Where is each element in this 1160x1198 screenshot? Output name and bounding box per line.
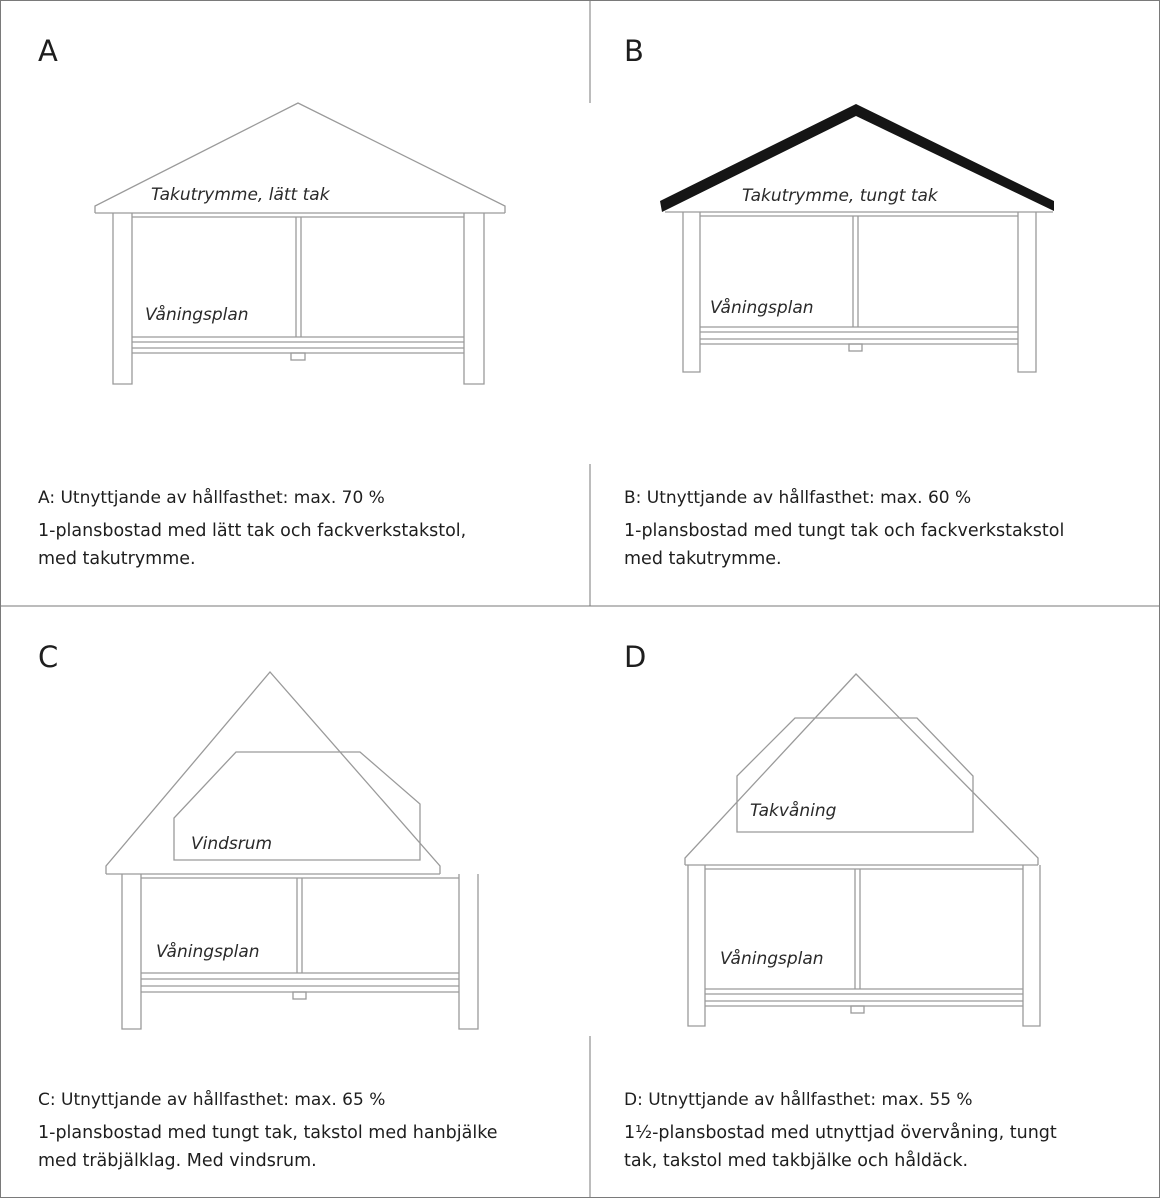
panel-a-caption-body: 1-plansbostad med lätt tak och fackverks… bbox=[38, 517, 466, 573]
panel-a-house-diagram: Takutrymme, lätt tak Våningsplan bbox=[94, 102, 506, 385]
panel-d-roof-outline bbox=[684, 673, 1039, 865]
panel-d-letter: D bbox=[624, 640, 647, 674]
panel-b-caption-body: 1-plansbostad med tungt tak och fackverk… bbox=[624, 517, 1064, 573]
panel-d-house-diagram: Takvåning Våningsplan bbox=[684, 673, 1041, 1027]
panel-b-left-wall bbox=[682, 212, 701, 373]
panel-d-caption-line2: tak, takstol med takbjälke och håldäck. bbox=[624, 1151, 969, 1171]
panel-a-floor-label: Våningsplan bbox=[145, 304, 249, 325]
panel-c-attic-label: Vindsrum bbox=[191, 834, 272, 854]
panel-a-left-wall bbox=[112, 213, 133, 385]
panel-a-beam bbox=[290, 352, 306, 361]
panel-d-floor-label: Våningsplan bbox=[720, 948, 824, 969]
panel-b-beam bbox=[848, 343, 863, 352]
panel-c-house-diagram: Vindsrum Våningsplan bbox=[105, 671, 479, 1030]
panel-b-letter: B bbox=[624, 34, 644, 68]
panel-b-right-wall bbox=[1017, 212, 1037, 373]
panel-b-caption-line1: 1-plansbostad med tungt tak och fackverk… bbox=[624, 521, 1065, 541]
panel-d-right-wall bbox=[1022, 865, 1041, 1027]
panel-d-attic-label: Takvåning bbox=[750, 800, 837, 821]
panel-c-left-wall bbox=[121, 874, 142, 1030]
panel-d-beam bbox=[850, 1005, 865, 1014]
panel-b-floor-label: Våningsplan bbox=[710, 297, 814, 318]
panel-a-roof-outline bbox=[94, 102, 506, 213]
panel-d-caption-line1: 1½-plansbostad med utnyttjad övervåning,… bbox=[624, 1123, 1057, 1143]
panel-d-attic-room bbox=[736, 717, 974, 833]
panel-d-caption-body: 1½-plansbostad med utnyttjad övervåning,… bbox=[624, 1119, 1057, 1175]
panel-c-caption-line2: med träbjälklag. Med vindsrum. bbox=[38, 1151, 317, 1171]
panel-b-roof-label: Takutrymme, tungt tak bbox=[742, 186, 939, 206]
panel-d-caption-title: D: Utnyttjande av hållfasthet: max. 55 % bbox=[624, 1090, 973, 1110]
panel-a-right-wall bbox=[463, 213, 485, 385]
panel-a-roof-label: Takutrymme, lätt tak bbox=[151, 185, 331, 205]
panel-b-caption-title: B: Utnyttjande av hållfasthet: max. 60 % bbox=[624, 488, 972, 508]
panel-c-attic-room-outer bbox=[173, 751, 421, 861]
panel-c-caption-title: C: Utnyttjande av hållfasthet: max. 65 % bbox=[38, 1090, 386, 1110]
panel-a-caption-line1: 1-plansbostad med lätt tak och fackverks… bbox=[38, 521, 467, 541]
panel-c-beam bbox=[292, 991, 307, 1000]
panel-c-caption-line1: 1-plansbostad med tungt tak, takstol med… bbox=[38, 1123, 498, 1143]
panel-a-caption-title: A: Utnyttjande av hållfasthet: max. 70 % bbox=[38, 488, 385, 508]
panel-d-left-wall bbox=[687, 865, 706, 1027]
panel-c-right-wall bbox=[458, 874, 479, 1030]
panel-b-house-diagram: Takutrymme, tungt tak Våningsplan bbox=[660, 104, 1054, 373]
panel-c-floor-label: Våningsplan bbox=[156, 941, 260, 962]
panel-b-caption-line2: med takutrymme. bbox=[624, 549, 782, 569]
panel-c-roof-outline bbox=[105, 671, 441, 874]
panel-c-caption-body: 1-plansbostad med tungt tak, takstol med… bbox=[38, 1119, 498, 1175]
panel-a-caption-line2: med takutrymme. bbox=[38, 549, 196, 569]
panel-c-letter: C bbox=[38, 640, 59, 674]
panel-a-letter: A bbox=[38, 34, 58, 68]
